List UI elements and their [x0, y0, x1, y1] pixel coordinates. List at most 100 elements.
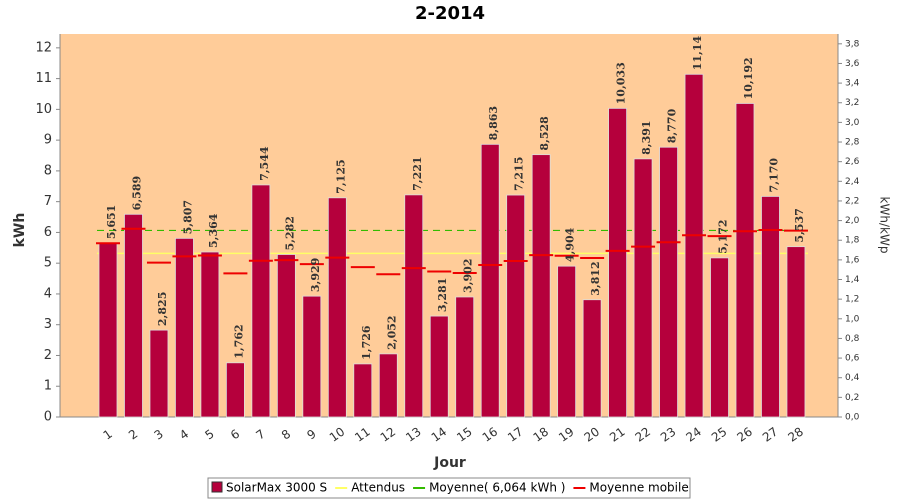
data-label: 1,762	[232, 324, 245, 358]
y-tick-label: 8	[44, 163, 52, 178]
y-tick-label: 3	[44, 317, 52, 332]
data-label: 5,364	[207, 213, 220, 248]
legend-label: Attendus	[351, 481, 405, 495]
bar	[786, 246, 806, 418]
data-label: 5,282	[283, 216, 296, 250]
data-label: 8,391	[640, 120, 653, 154]
bar	[327, 197, 347, 418]
data-label: 3,902	[462, 259, 475, 293]
data-label: 3,812	[589, 261, 602, 295]
x-tick-label: 17	[505, 424, 526, 444]
y2-tick-label: 1,8	[845, 236, 860, 246]
y-tick-label: 4	[44, 286, 52, 301]
y2-tick-label: 3,6	[845, 59, 860, 69]
x-tick-label: 16	[480, 424, 501, 444]
y2-axis-label: kWh/kWp	[878, 197, 892, 254]
x-tick-label: 6	[228, 427, 242, 443]
x-tick-label: 20	[582, 424, 603, 444]
y2-tick-label: 1,4	[845, 275, 860, 285]
bar	[735, 103, 755, 418]
data-label: 7,215	[513, 157, 526, 191]
y-tick-label: 2	[44, 348, 52, 363]
bar	[429, 315, 449, 418]
x-tick-label: 5	[202, 427, 216, 443]
bar	[276, 254, 296, 418]
data-label: 2,052	[385, 315, 398, 349]
bar	[531, 154, 551, 418]
x-tick-label: 25	[709, 424, 730, 444]
x-tick-label: 26	[734, 424, 755, 444]
x-tick-label: 14	[429, 424, 450, 444]
x-tick-label: 15	[454, 424, 475, 444]
legend-label: Moyenne( 6,064 kWh )	[429, 481, 565, 495]
data-label: 7,170	[767, 158, 780, 193]
y-tick-label: 6	[44, 225, 52, 240]
y2-tick-label: 2,2	[845, 196, 859, 206]
data-label: 8,770	[666, 108, 679, 143]
data-label: 2,825	[156, 292, 169, 326]
bar	[659, 146, 678, 418]
x-tick-label: 12	[378, 424, 399, 444]
bar	[175, 237, 194, 418]
data-label: 5,537	[793, 208, 806, 242]
x-tick-label: 13	[403, 424, 424, 444]
y-tick-label: 0	[44, 410, 52, 425]
y2-tick-label: 3,4	[845, 79, 860, 89]
y-tick-label: 9	[44, 133, 52, 148]
bar	[149, 329, 169, 418]
bar	[251, 184, 271, 418]
bar	[506, 194, 526, 418]
x-tick-label: 24	[683, 424, 704, 444]
y2-tick-label: 0,6	[845, 354, 860, 364]
y2-tick-label: 2,4	[845, 177, 860, 187]
x-tick-label: 9	[304, 427, 318, 443]
y-tick-label: 5	[44, 256, 52, 271]
bar	[353, 363, 373, 418]
bar	[684, 73, 704, 418]
data-label: 10,033	[615, 62, 628, 104]
data-label: 11,14	[691, 36, 704, 71]
x-tick-label: 27	[760, 424, 781, 444]
y2-tick-label: 3,0	[845, 118, 860, 128]
x-tick-label: 19	[556, 424, 577, 444]
bar	[455, 296, 475, 418]
data-label: 8,528	[538, 116, 551, 151]
data-label: 3,929	[309, 258, 322, 292]
y2-tick-label: 2,8	[845, 138, 860, 148]
bar	[710, 257, 729, 418]
data-label: 3,281	[436, 278, 449, 312]
y-tick-label: 11	[35, 71, 52, 86]
y2-tick-label: 1,6	[845, 255, 860, 265]
data-label: 7,125	[334, 159, 347, 193]
y2-tick-label: 3,8	[845, 39, 860, 49]
x-tick-label: 28	[785, 424, 806, 444]
x-tick-label: 22	[633, 424, 654, 444]
data-label: 7,544	[258, 146, 271, 181]
y2-tick-label: 1,2	[845, 295, 859, 305]
x-tick-label: 21	[607, 424, 628, 444]
y-tick-label: 12	[35, 40, 52, 55]
data-label: 8,863	[487, 106, 500, 140]
bar	[404, 194, 424, 418]
y2-tick-label: 0,0	[845, 413, 860, 423]
bar	[633, 158, 653, 418]
y-axis-label: kWh	[12, 213, 28, 248]
legend-label: SolarMax 3000 S	[226, 481, 327, 495]
y-tick-label: 10	[35, 102, 52, 117]
bar	[582, 299, 602, 418]
x-tick-label: 23	[658, 424, 679, 444]
y-tick-label: 1	[44, 379, 52, 394]
x-tick-label: 1	[101, 427, 115, 443]
y2-tick-label: 2,0	[845, 216, 860, 226]
bar	[225, 362, 245, 418]
y2-tick-label: 2,6	[845, 157, 860, 167]
x-tick-label: 8	[279, 427, 293, 443]
data-label: 5,807	[181, 200, 194, 234]
bar	[98, 242, 118, 418]
legend-swatch	[211, 481, 223, 493]
data-label: 5,651	[105, 205, 118, 239]
bar	[480, 143, 500, 418]
bar	[124, 213, 143, 418]
bar	[302, 295, 322, 418]
data-label: 5,172	[717, 219, 730, 253]
